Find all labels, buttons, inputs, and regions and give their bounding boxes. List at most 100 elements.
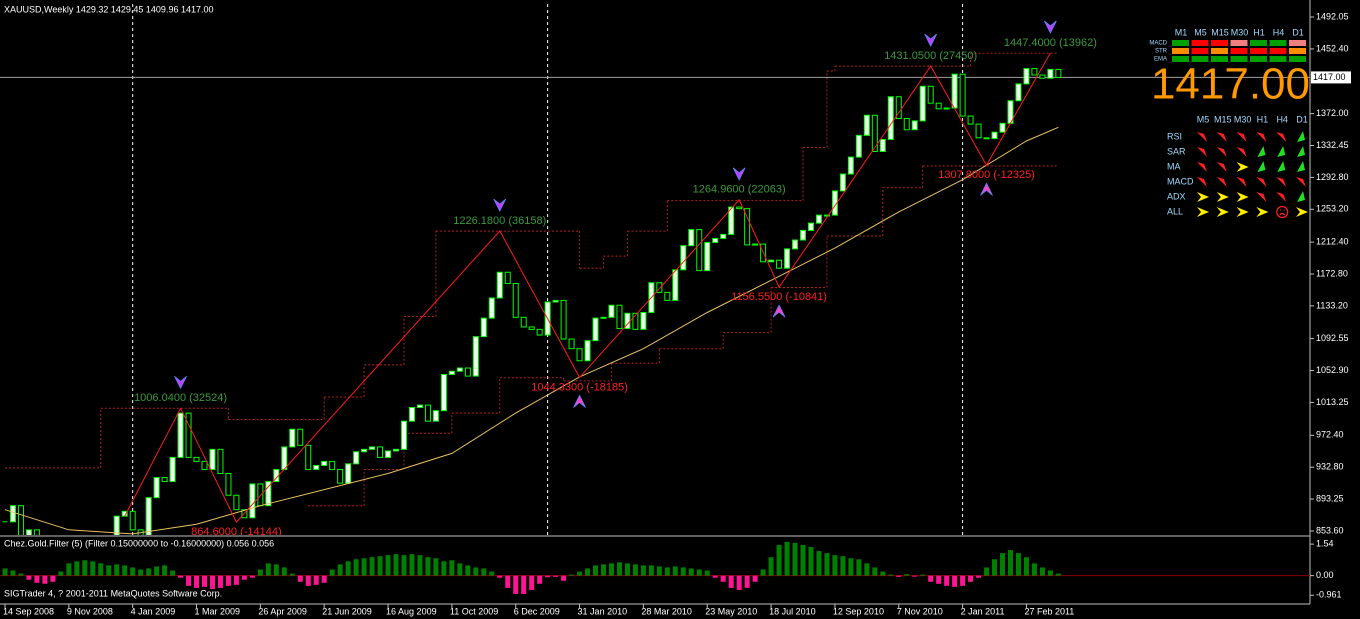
histogram-bar [34, 575, 40, 583]
candle [209, 448, 216, 470]
y-tick-label: 1372.00 [1316, 108, 1349, 118]
histogram-bar [321, 575, 327, 583]
histogram-bar [209, 575, 215, 589]
x-tick-label: 26 Apr 2009 [258, 606, 307, 616]
chart-header: XAUUSD,Weekly 1429.32 1429.45 1409.96 14… [4, 4, 213, 14]
candle [560, 299, 567, 340]
histogram-bar [1055, 573, 1061, 576]
candle [887, 96, 894, 140]
y-tick-label: -0.961 [1316, 590, 1342, 600]
candle [552, 299, 559, 303]
x-tick-label: 28 Mar 2010 [641, 606, 692, 616]
candle [983, 137, 990, 140]
histogram-bar [744, 575, 750, 588]
zigzag-label: 1044.3300 (-18185) [531, 381, 628, 393]
candle [800, 229, 806, 241]
candle [608, 304, 615, 318]
histogram-bar [273, 564, 279, 576]
candle [720, 233, 727, 239]
signal-arrow [1197, 147, 1207, 157]
candle [528, 326, 535, 330]
histogram-bar [553, 575, 559, 577]
histogram-bar [928, 575, 934, 582]
histogram-bar [217, 575, 223, 588]
histogram-bar [1015, 553, 1021, 576]
candle [353, 451, 360, 465]
x-tick-label: 18 Jul 2010 [769, 606, 816, 616]
candle [776, 259, 783, 269]
signal-arrow [1044, 20, 1057, 34]
x-tick-label: 11 Oct 2009 [450, 606, 498, 616]
candle [919, 85, 926, 122]
candle [943, 107, 950, 110]
histogram-bar [329, 569, 335, 576]
candle [999, 122, 1006, 133]
candle [831, 190, 838, 216]
histogram-bar [497, 575, 503, 578]
histogram-bar [760, 569, 766, 576]
candle [815, 214, 822, 224]
histogram-bar [66, 563, 72, 576]
signal-arrow [1236, 162, 1249, 172]
row-label: STR [1155, 49, 1168, 55]
histogram-bar [58, 571, 64, 576]
histogram-bar [98, 563, 104, 576]
candle [257, 483, 264, 507]
row-label: ADX [1167, 191, 1186, 201]
candle [935, 102, 942, 110]
y-tick-label: 1.54 [1316, 539, 1334, 549]
candle [401, 420, 407, 450]
indicator-title: Chez.Gold.Filter (5) (Filter 0.15000000 … [4, 538, 274, 548]
signal-arrow [1216, 132, 1227, 142]
histogram-bar [968, 575, 974, 582]
histogram-bar [225, 575, 231, 586]
candle [480, 317, 487, 338]
candle [345, 463, 352, 484]
candle [201, 460, 208, 470]
candle [951, 73, 958, 109]
x-tick-label: 2 Jan 2011 [961, 606, 1005, 616]
histogram-bar [249, 575, 255, 578]
candle [369, 446, 376, 450]
row-label: MACD [1149, 41, 1167, 47]
histogram-bar [944, 575, 950, 586]
histogram-bar [608, 563, 614, 576]
histogram-bar [537, 575, 543, 584]
candle [153, 477, 160, 499]
signal-arrow [174, 375, 187, 390]
candle [281, 446, 288, 470]
x-tick-label: 14 Sep 2008 [3, 606, 54, 616]
candle [855, 134, 862, 158]
histogram-bar [1007, 550, 1013, 576]
x-tick-label: 16 Aug 2009 [386, 606, 437, 616]
signal-arrow [573, 394, 586, 408]
x-tick-label: 9 Nov 2008 [67, 606, 113, 616]
signal-arrow [1256, 132, 1267, 142]
y-tick-label: 1172.80 [1316, 268, 1348, 278]
histogram-bar [936, 575, 942, 584]
candle [696, 229, 703, 272]
histogram-bar [138, 569, 144, 576]
price-box-label: 1417.00 [1313, 72, 1346, 82]
candle [377, 446, 384, 458]
candle [568, 338, 575, 350]
histogram-bar [433, 558, 439, 576]
histogram-bar [10, 570, 16, 576]
tf-header: M5 [1197, 114, 1210, 124]
x-tick-label: 12 Sep 2010 [833, 606, 884, 616]
signal-cell [1289, 56, 1306, 62]
histogram-bar [648, 565, 654, 576]
histogram-bar [369, 557, 375, 576]
histogram-bar [776, 544, 782, 576]
candle [249, 483, 256, 519]
histogram-bar [130, 567, 136, 576]
x-tick-label: 4 Jan 2009 [131, 606, 176, 616]
histogram-bar [696, 569, 702, 576]
histogram-bar [577, 571, 583, 576]
histogram-bar [281, 567, 287, 576]
signal-arrow [1236, 207, 1249, 217]
y-tick-label: 1052.90 [1316, 365, 1349, 375]
signal-cell [1172, 40, 1189, 46]
moving-average [4, 126, 1059, 535]
